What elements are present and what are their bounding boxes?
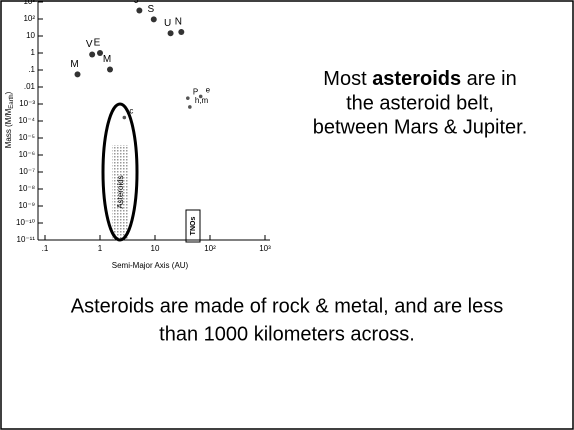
y-tick-label: 1 [31, 48, 36, 57]
point-label: M [70, 59, 78, 70]
annotation: Asteroids [116, 175, 125, 208]
point-label: M [103, 54, 111, 65]
callout-line: the asteroid belt, [346, 92, 494, 114]
x-tick-label: 10² [204, 244, 216, 253]
point [136, 7, 143, 14]
y-tick-label: 10⁻¹¹ [17, 235, 36, 244]
y-tick-label: .1 [28, 65, 35, 74]
y-tick-label: 10⁻¹⁰ [16, 218, 35, 227]
callout-text: are in [461, 68, 517, 90]
y-tick-label: .01 [24, 82, 36, 91]
callout-text: Most [323, 68, 372, 90]
point-label: J [134, 0, 139, 6]
point [167, 30, 174, 37]
point-label: V [86, 39, 93, 50]
point-label: c [129, 107, 133, 116]
point [178, 29, 185, 36]
point [188, 105, 192, 109]
point [186, 96, 190, 100]
point [107, 66, 114, 73]
x-tick-label: 10³ [259, 244, 271, 253]
y-axis-label: Mass (M/M [4, 108, 13, 148]
point [74, 71, 81, 78]
callout-line: Most asteroids are in [323, 68, 516, 90]
point-label: U [164, 18, 171, 29]
point-label: h,m [195, 96, 209, 105]
point [150, 16, 157, 23]
point-label: N [175, 17, 182, 28]
y-tick-label: 10⁻⁵ [19, 133, 35, 142]
y-axis-label-sub: Earth [9, 94, 15, 108]
point [97, 50, 103, 56]
callout-line: between Mars & Jupiter. [313, 116, 528, 138]
x-tick-label: .1 [42, 244, 49, 253]
y-tick-label: 10⁻³ [19, 99, 35, 108]
point-label: P [193, 87, 198, 96]
asteroid-cloud [112, 145, 128, 240]
y-tick-label: 10⁻⁷ [19, 167, 35, 176]
y-tick-label: 10⁻⁶ [19, 150, 35, 159]
footer-line: Asteroids are made of rock & metal, and … [71, 295, 503, 317]
y-tick-label: 10⁻⁸ [19, 184, 36, 193]
y-axis-label-end: ) [4, 91, 13, 94]
y-tick-label: 10 [26, 31, 35, 40]
point-label: S [147, 4, 154, 15]
footer-line: than 1000 kilometers across. [159, 323, 415, 345]
annotation: TNOs [190, 217, 197, 236]
y-axis-label: Mass (M/MEarth) [4, 91, 14, 148]
x-axis-label: Semi-Major Axis (AU) [112, 261, 189, 270]
point-label: e [206, 86, 211, 95]
x-tick-label: 10 [151, 244, 160, 253]
point [89, 51, 96, 58]
tno-box [185, 209, 201, 243]
x-tick-label: 1 [98, 244, 103, 253]
point [122, 115, 127, 120]
callout-bold: asteroids [372, 68, 461, 90]
point-label: E [94, 38, 101, 49]
point [198, 94, 203, 99]
y-tick-label: 10⁻⁴ [18, 116, 35, 125]
y-tick-label: 10⁻⁹ [18, 201, 35, 210]
y-tick-label: 10² [23, 14, 35, 23]
y-tick-label: 10³ [23, 0, 35, 6]
